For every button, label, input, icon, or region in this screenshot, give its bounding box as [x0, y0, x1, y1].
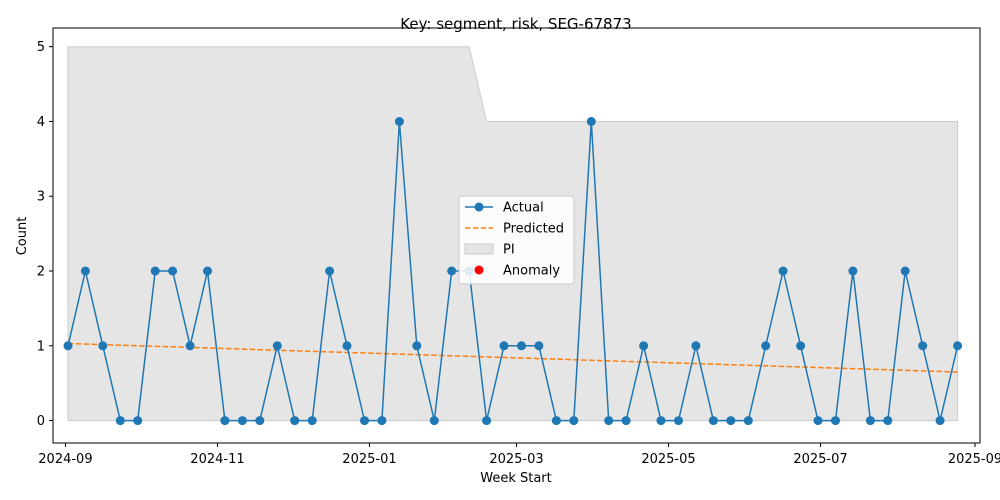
- actual-point: [726, 416, 736, 426]
- y-tick-label: 1: [37, 339, 45, 354]
- legend-pi-swatch: [464, 243, 494, 255]
- actual-point: [447, 266, 457, 276]
- actual-point: [796, 341, 806, 351]
- actual-point: [203, 266, 212, 276]
- x-tick-label: 2024-11: [190, 452, 244, 467]
- actual-point: [63, 341, 73, 351]
- actual-point: [953, 341, 963, 351]
- actual-point: [691, 341, 701, 351]
- actual-point: [150, 266, 160, 276]
- x-tick-label: 2025-09: [948, 452, 1000, 467]
- actual-point: [778, 266, 788, 276]
- actual-point: [98, 341, 108, 351]
- chart-title: Key: segment, risk, SEG-67873: [400, 15, 631, 33]
- actual-point: [325, 266, 335, 276]
- y-tick-label: 2: [37, 265, 45, 280]
- actual-point: [900, 266, 910, 276]
- actual-point: [168, 266, 178, 276]
- y-tick-label: 4: [37, 115, 45, 130]
- y-tick-label: 3: [37, 190, 45, 205]
- actual-point: [918, 341, 928, 351]
- legend-actual-marker: [474, 202, 484, 212]
- x-axis: 2024-09 2024-11 2025-01 2025-03 2025-05 2025-…: [38, 443, 1000, 467]
- x-tick-label: 2025-05: [641, 452, 695, 467]
- legend-box: [458, 195, 575, 285]
- legend-label: Actual: [503, 201, 544, 216]
- actual-point: [115, 416, 125, 426]
- actual-point: [708, 416, 718, 426]
- legend-label: Anomaly: [503, 264, 560, 279]
- actual-point: [342, 341, 352, 351]
- actual-point: [255, 416, 265, 426]
- actual-point: [307, 416, 317, 426]
- actual-point: [220, 416, 230, 426]
- actual-point: [133, 416, 143, 426]
- actual-point: [290, 416, 300, 426]
- actual-line: [67, 121, 959, 422]
- actual-point: [499, 341, 509, 351]
- actual-point: [80, 266, 90, 276]
- actual-point: [621, 416, 631, 426]
- x-tick-label: 2025-07: [793, 452, 847, 467]
- legend: Actual Predicted PI Anomaly: [458, 195, 575, 285]
- actual-point: [586, 117, 596, 126]
- actual-point: [429, 416, 439, 426]
- actual-point: [482, 416, 492, 426]
- x-tick-label: 2024-09: [38, 452, 92, 467]
- actual-point: [569, 416, 579, 426]
- actual-point: [865, 416, 875, 426]
- actual-point: [394, 117, 404, 126]
- predicted-line: [67, 342, 958, 373]
- actual-point: [848, 266, 858, 276]
- y-tick-label: 0: [37, 414, 45, 429]
- actual-point: [656, 416, 666, 426]
- actual-layer: [63, 117, 963, 426]
- actual-point: [813, 416, 823, 426]
- actual-point: [551, 416, 561, 426]
- actual-point: [517, 341, 526, 351]
- actual-point: [831, 416, 840, 426]
- actual-point: [272, 341, 282, 351]
- actual-point: [534, 341, 544, 351]
- actual-point: [883, 416, 893, 426]
- actual-point: [412, 341, 422, 351]
- y-axis: 0 1 2 3 4 5: [37, 40, 53, 429]
- predicted-layer: [67, 342, 958, 373]
- actual-point: [743, 416, 753, 426]
- actual-point: [360, 416, 369, 426]
- actual-point: [639, 341, 649, 351]
- legend-anomaly-marker: [474, 265, 484, 275]
- actual-point: [377, 416, 387, 426]
- x-tick-label: 2025-01: [342, 452, 396, 467]
- actual-point: [761, 341, 771, 351]
- actual-point: [237, 416, 247, 426]
- y-axis-label: Count: [15, 217, 30, 256]
- actual-point: [935, 416, 945, 426]
- actual-point: [604, 416, 614, 426]
- legend-label: PI: [503, 243, 515, 258]
- legend-label: Predicted: [503, 222, 564, 237]
- actual-point: [674, 416, 683, 426]
- y-tick-label: 5: [37, 40, 45, 55]
- x-axis-label: Week Start: [480, 471, 552, 486]
- x-tick-label: 2025-03: [489, 452, 543, 467]
- actual-point: [185, 341, 195, 351]
